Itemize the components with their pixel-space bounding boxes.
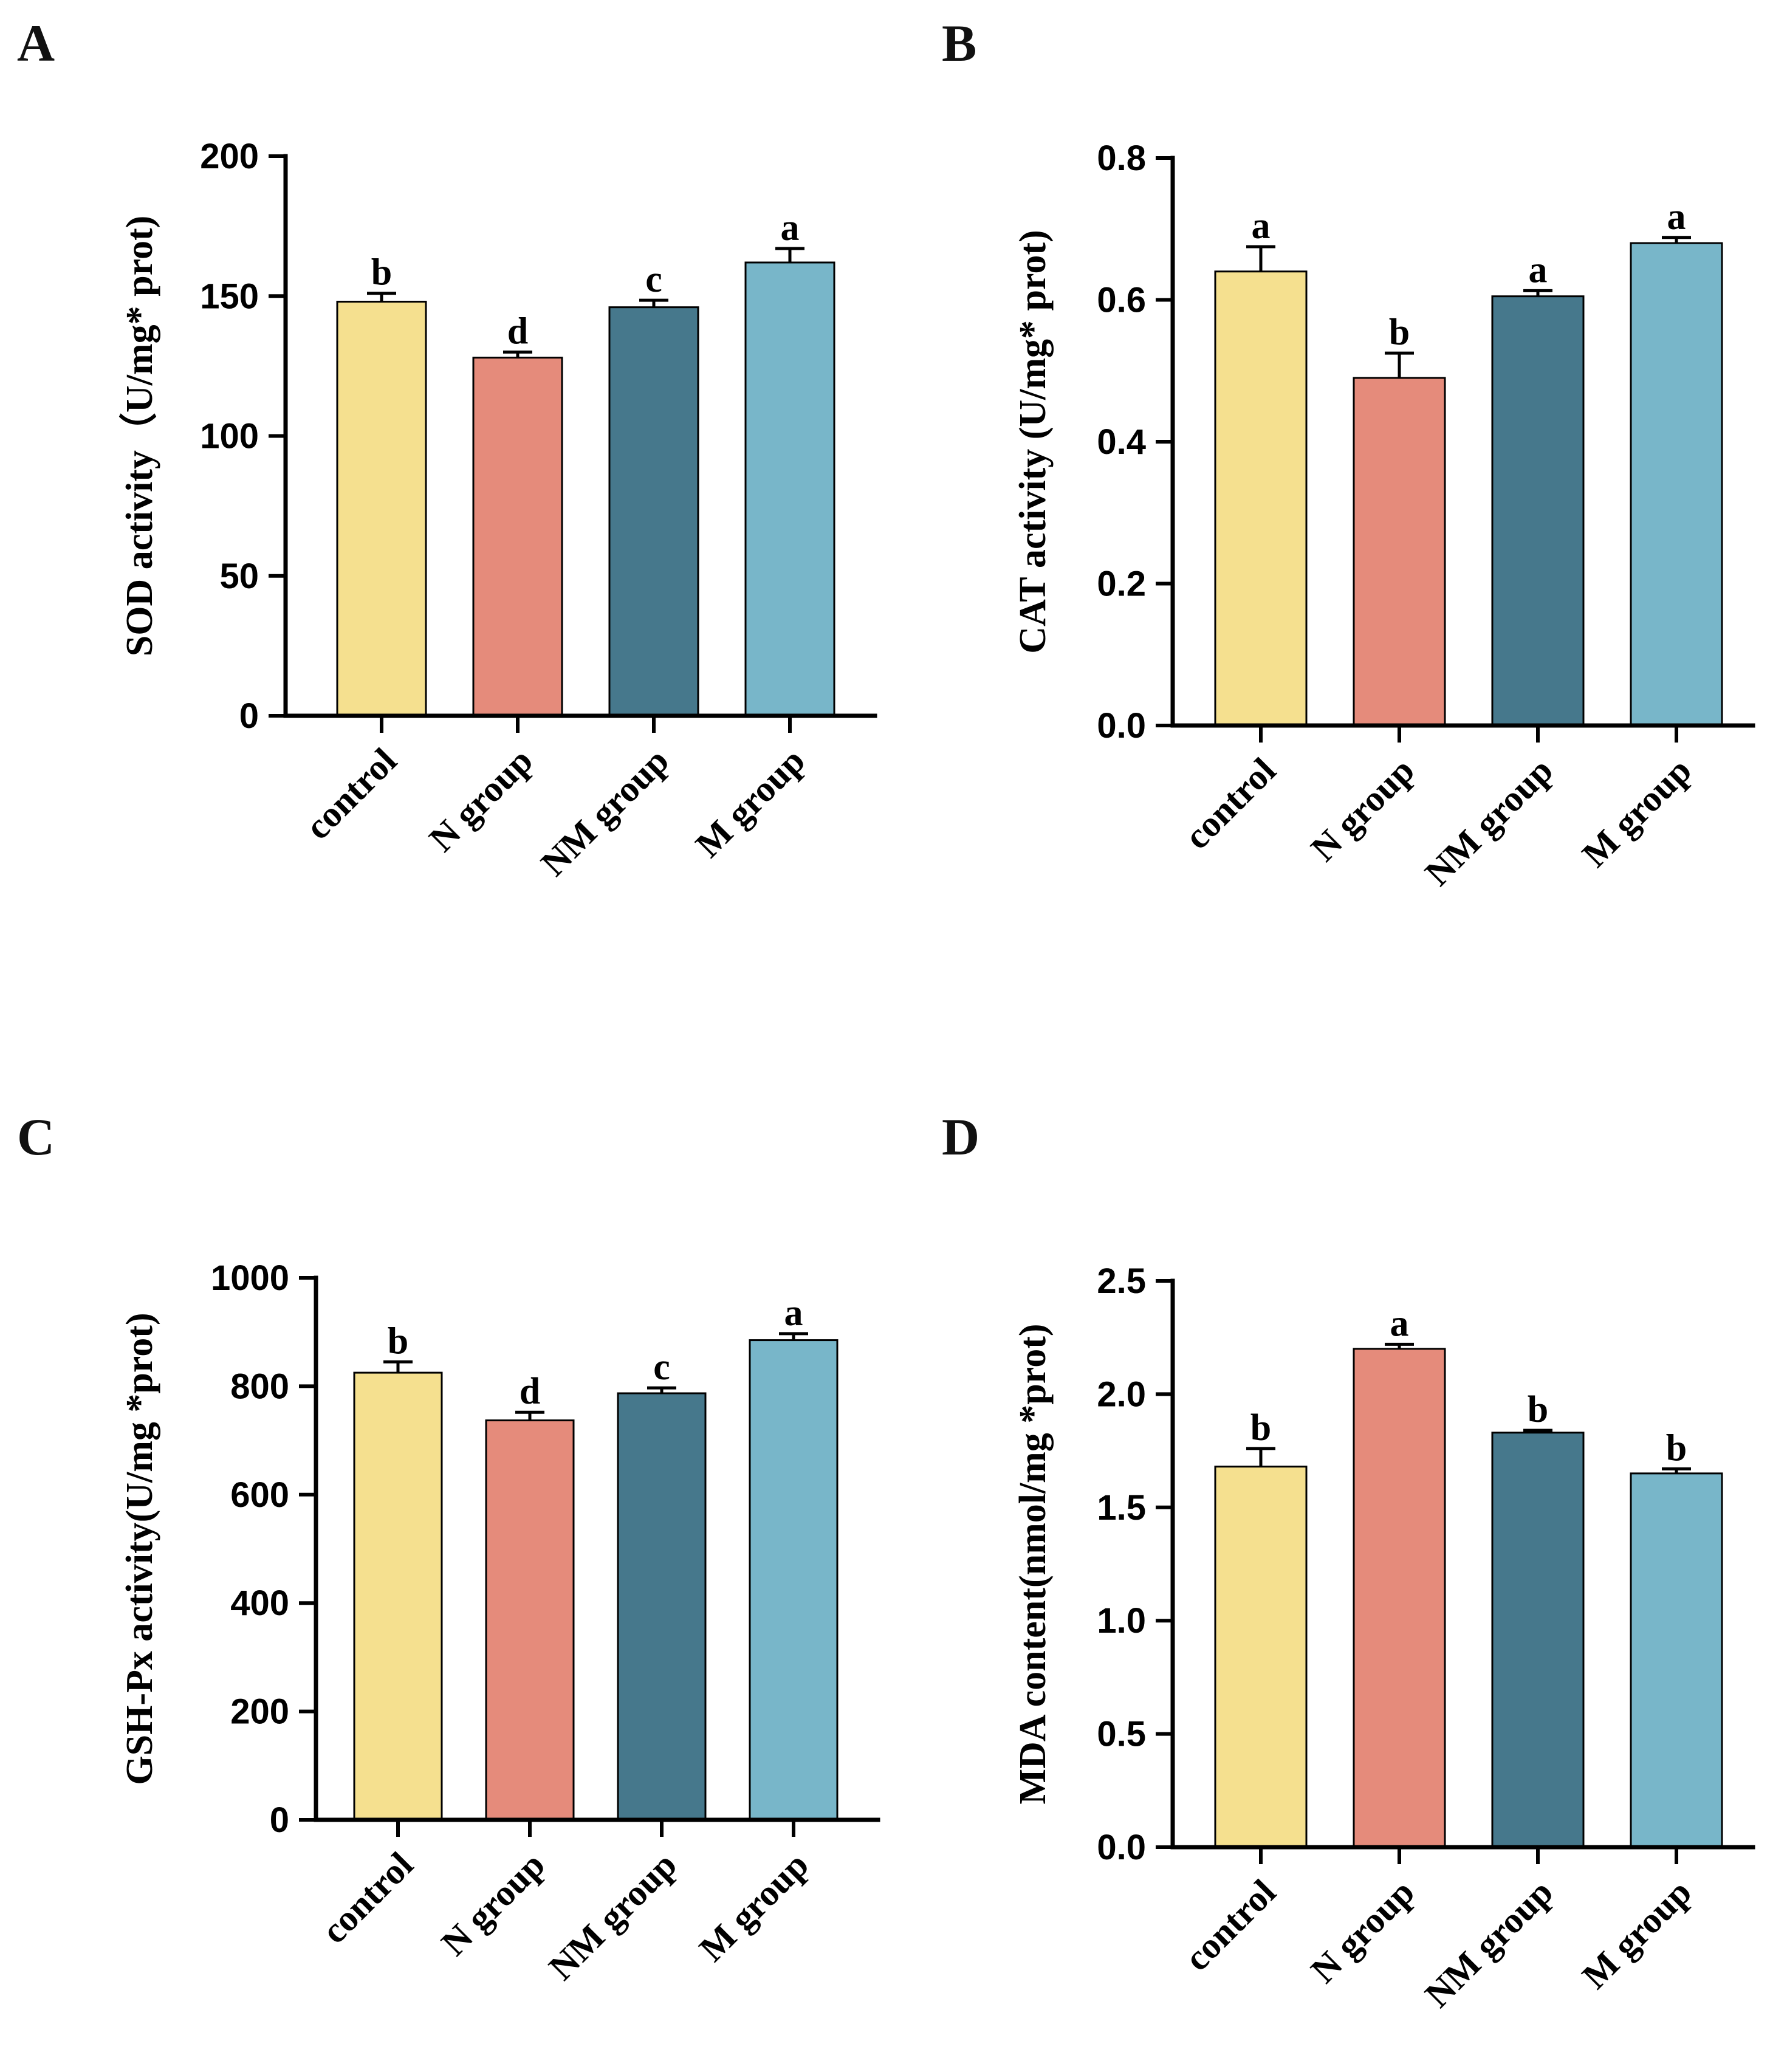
significance-label: a	[1667, 196, 1686, 238]
significance-label: d	[507, 310, 528, 352]
y-tick-label: 0.8	[1097, 139, 1146, 178]
bar	[608, 306, 699, 717]
x-tick-label: N group	[422, 741, 541, 860]
x-tick-label: N group	[434, 1845, 553, 1964]
chart-panel-a: A SOD activity（U/mg* prot) b control d N grou…	[17, 14, 877, 884]
significance-label: b	[388, 1320, 408, 1362]
bar	[1630, 242, 1723, 727]
x-tick-label: control	[1177, 750, 1284, 857]
y-tick-label: 200	[200, 137, 259, 176]
y-tick-label: 0	[239, 696, 259, 736]
bar	[353, 1371, 443, 1821]
bar	[1630, 1472, 1723, 1848]
panel-letter: A	[17, 14, 55, 72]
x-tick-label: M group	[688, 741, 812, 865]
bar	[744, 261, 835, 717]
significance-label: d	[520, 1371, 540, 1412]
y-tick-label: 2.0	[1097, 1374, 1146, 1414]
bar	[1491, 1432, 1585, 1848]
significance-label: b	[1528, 1389, 1548, 1430]
y-tick-label: 200	[230, 1692, 289, 1732]
y-tick-label: 0.6	[1097, 281, 1146, 320]
significance-label: b	[1666, 1427, 1687, 1469]
y-tick-label: 0.5	[1097, 1715, 1146, 1754]
bar	[336, 300, 427, 717]
y-axis-title: GSH-Px activity(U/mg *prot)	[119, 1312, 160, 1785]
bar	[749, 1339, 839, 1821]
significance-label: a	[1529, 249, 1548, 290]
y-tick-label: 1.5	[1097, 1488, 1146, 1528]
significance-label: c	[653, 1346, 670, 1388]
bar	[1353, 1348, 1446, 1848]
panel-letter: D	[942, 1108, 979, 1166]
x-tick-label: control	[298, 741, 405, 848]
y-axis-title: MDA content(nmol/mg *prot)	[1012, 1324, 1054, 1805]
bar	[1214, 270, 1308, 727]
y-tick-label: 1.0	[1097, 1601, 1146, 1641]
y-tick-label: 0.2	[1097, 564, 1146, 604]
x-tick-label: NM group	[541, 1845, 685, 1988]
y-tick-label: 0.4	[1097, 422, 1146, 462]
x-tick-label: M group	[1574, 1872, 1699, 1997]
y-tick-label: 800	[230, 1367, 289, 1406]
y-tick-label: 1000	[211, 1258, 289, 1298]
y-tick-label: 2.5	[1097, 1261, 1146, 1301]
y-tick-label: 50	[219, 557, 259, 596]
significance-label: c	[645, 259, 662, 300]
bar	[1353, 377, 1446, 727]
significance-label: a	[781, 207, 800, 249]
bar	[617, 1392, 707, 1821]
y-tick-label: 100	[200, 417, 259, 456]
chart-panel-d: D MDA content(nmol/mg *prot) b control a N gr…	[942, 1108, 1755, 2015]
chart-panel-b: B CAT activity (U/mg* prot) a control b N gro…	[942, 14, 1755, 894]
y-tick-label: 150	[200, 276, 259, 316]
y-axis-title: CAT activity (U/mg* prot)	[1012, 230, 1054, 653]
panel-letter: B	[942, 14, 976, 72]
y-axis-title: SOD activity（U/mg* prot)	[118, 216, 160, 657]
bar	[1214, 1466, 1308, 1848]
bar	[485, 1419, 575, 1821]
x-tick-label: M group	[1574, 750, 1699, 875]
x-tick-label: N group	[1303, 750, 1422, 870]
significance-label: b	[371, 252, 392, 293]
y-tick-label: 0.0	[1097, 1828, 1146, 1867]
significance-label: b	[1250, 1407, 1271, 1449]
x-tick-label: control	[314, 1845, 421, 1952]
x-tick-label: NM group	[1418, 1872, 1561, 2015]
x-tick-label: M group	[691, 1845, 816, 1969]
y-tick-label: 600	[230, 1475, 289, 1515]
significance-label: a	[1252, 205, 1271, 247]
significance-label: b	[1389, 312, 1410, 353]
bar	[1491, 295, 1585, 727]
y-tick-label: 0	[270, 1800, 289, 1840]
x-tick-label: NM group	[533, 741, 677, 884]
significance-label: a	[784, 1292, 803, 1334]
y-tick-label: 400	[230, 1583, 289, 1623]
panel-letter: C	[17, 1108, 55, 1166]
significance-label: a	[1390, 1303, 1409, 1344]
x-tick-label: control	[1177, 1872, 1284, 1979]
chart-panel-c: C GSH-Px activity(U/mg *prot) b control d N g…	[17, 1108, 880, 1988]
y-tick-label: 0.0	[1097, 706, 1146, 746]
x-tick-label: N group	[1303, 1872, 1422, 1991]
x-tick-label: NM group	[1418, 750, 1561, 894]
bar	[472, 357, 563, 717]
